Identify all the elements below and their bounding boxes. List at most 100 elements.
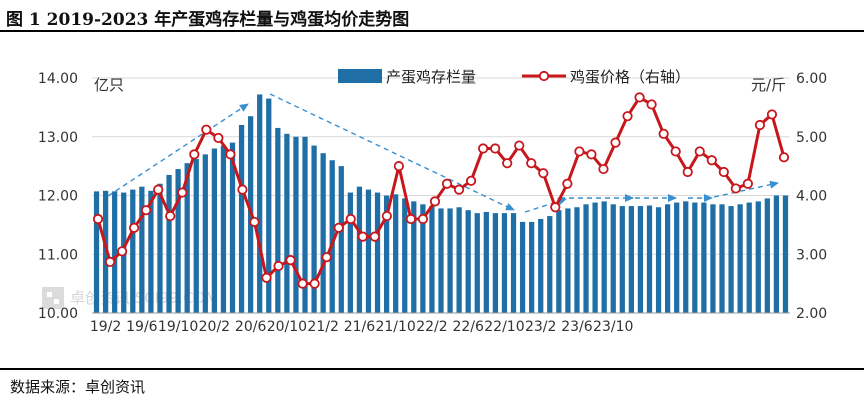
bar-series <box>93 94 789 313</box>
trend-arrows <box>107 93 779 213</box>
x-tick-label: 23/2 <box>525 319 556 335</box>
bar <box>175 169 181 313</box>
price-point <box>141 205 152 216</box>
price-point <box>670 146 681 157</box>
bar <box>510 213 517 313</box>
price-point <box>682 166 693 178</box>
bar <box>474 213 480 313</box>
price-point <box>490 143 501 154</box>
price-point <box>478 143 489 154</box>
price-point <box>562 178 573 189</box>
trend-arrow <box>524 197 567 213</box>
title-bar: 图 1 2019-2023 年产蛋鸡存栏量与鸡蛋均价走势图 <box>0 0 864 32</box>
bar <box>374 192 381 313</box>
price-point <box>177 187 188 198</box>
x-tick-label: 22/2 <box>416 319 447 335</box>
bar <box>193 159 199 313</box>
price-point <box>417 213 429 225</box>
price-point <box>393 161 404 172</box>
price-point <box>261 272 272 283</box>
chart-title: 图 1 2019-2023 年产蛋鸡存栏量与鸡蛋均价走势图 <box>6 10 410 30</box>
bar <box>746 202 752 313</box>
price-point <box>104 256 116 267</box>
bar <box>393 194 399 313</box>
x-tick-label: 21/2 <box>307 319 338 335</box>
bar <box>619 206 625 313</box>
bar <box>211 148 218 313</box>
price-point <box>369 231 380 242</box>
bar <box>130 189 136 313</box>
bar <box>574 207 580 313</box>
bar <box>148 190 154 313</box>
bar <box>338 166 344 313</box>
price-point <box>441 178 453 189</box>
x-tick-label: 21/6 <box>344 319 376 335</box>
price-point <box>309 278 320 289</box>
bar <box>592 202 598 313</box>
left-tick-label: 12.00 <box>38 189 78 205</box>
bar <box>311 145 317 313</box>
bar <box>229 142 236 313</box>
price-point <box>189 149 200 160</box>
bar <box>202 154 208 313</box>
bar <box>166 174 172 313</box>
bar <box>302 136 308 313</box>
bar <box>447 208 453 313</box>
bar <box>782 195 789 313</box>
right-axis-unit: 元/斤 <box>751 76 786 94</box>
price-point <box>333 222 344 233</box>
price-point <box>742 178 753 189</box>
axes: 10.00 11.00 12.00 13.00 14.00 2.00 3.00 4.00 5.0… <box>38 71 827 335</box>
bar <box>456 207 462 313</box>
bar <box>112 191 118 313</box>
trend-arrow <box>107 103 249 197</box>
x-tick-label: 20/6 <box>235 319 267 335</box>
bar <box>429 206 435 313</box>
bar <box>383 195 390 313</box>
price-line <box>96 95 786 286</box>
right-tick-label: 4.00 <box>796 189 827 205</box>
footer-bar: 数据来源：卓创资讯 <box>0 368 864 404</box>
price-point <box>357 231 368 242</box>
trend-arrow <box>713 180 779 198</box>
price-point <box>213 132 224 144</box>
price-point <box>514 140 525 151</box>
price-point <box>429 196 441 207</box>
x-tick-label: 22/10 <box>484 319 524 335</box>
bar <box>184 163 190 313</box>
price-point <box>634 92 645 103</box>
bar <box>538 219 544 313</box>
bar <box>492 213 499 313</box>
bar <box>764 198 770 313</box>
bar <box>365 189 372 313</box>
price-point <box>285 255 296 266</box>
bar <box>683 201 689 313</box>
bar <box>773 195 780 313</box>
bar <box>93 191 100 313</box>
bar <box>692 202 698 313</box>
right-tick-label: 3.00 <box>796 247 827 263</box>
x-tick-label: 21/10 <box>375 319 415 335</box>
price-point <box>610 137 621 148</box>
price-point <box>381 210 392 222</box>
bar <box>139 186 145 313</box>
bar <box>284 133 290 313</box>
bar <box>501 213 508 313</box>
price-point <box>502 158 513 169</box>
price-point <box>550 202 561 213</box>
bar <box>483 211 489 313</box>
bar <box>519 221 526 313</box>
price-point <box>538 168 549 179</box>
bar <box>329 160 335 313</box>
x-tick-label: 20/2 <box>199 319 230 335</box>
price-point <box>526 158 537 169</box>
bar <box>719 204 725 313</box>
legend-line-marker <box>538 70 550 82</box>
price-point <box>129 222 140 233</box>
price-point <box>453 184 465 195</box>
bar <box>628 206 634 313</box>
bar <box>664 204 671 313</box>
price-point <box>622 111 633 122</box>
trend-arrow <box>269 93 515 211</box>
x-tick-label: 22/6 <box>452 319 484 335</box>
